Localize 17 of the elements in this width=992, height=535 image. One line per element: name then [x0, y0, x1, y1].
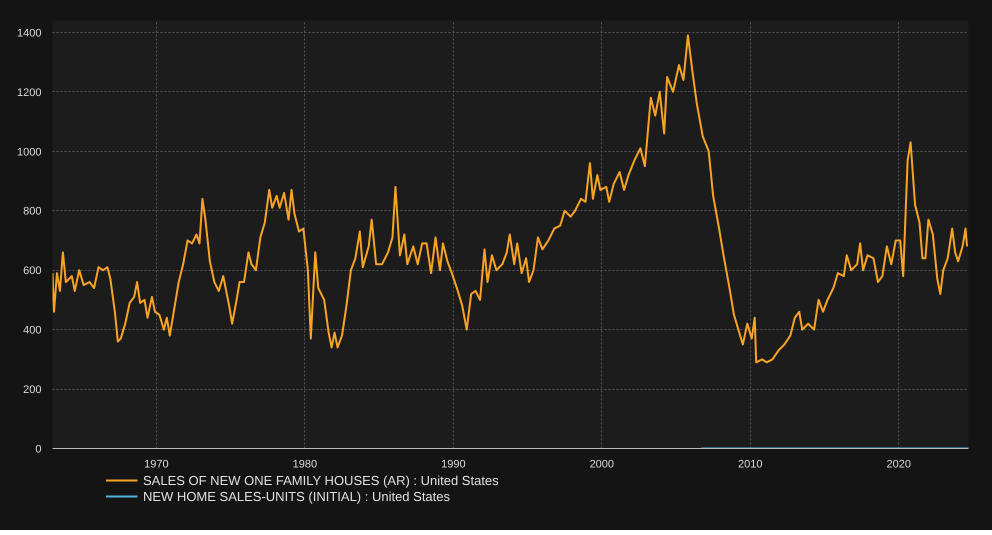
y-tick-label: 1200 [17, 86, 42, 99]
legend-label: NEW HOME SALES-UNITS (INITIAL) : United States [142, 489, 451, 504]
y-tick-label: 200 [23, 384, 42, 396]
x-tick-label: 2010 [738, 458, 763, 470]
x-tick-label: 1970 [144, 458, 169, 470]
legend-label: SALES OF NEW ONE FAMILY HOUSES (AR) : United States [142, 473, 500, 488]
x-tick-label: 2000 [590, 458, 614, 470]
y-tick-label: 800 [23, 206, 42, 218]
line-series [52, 34, 968, 364]
x-tick-label: 1990 [441, 458, 466, 470]
y-tick-label: 600 [23, 265, 42, 278]
y-tick-label: 0 [35, 444, 42, 456]
x-tick-label: 1980 [292, 458, 318, 470]
y-tick-label: 1000 [17, 146, 42, 158]
x-tick-label: 2020 [886, 458, 911, 470]
y-tick-label: 400 [23, 324, 42, 337]
y-tick-label: 1400 [17, 27, 42, 40]
